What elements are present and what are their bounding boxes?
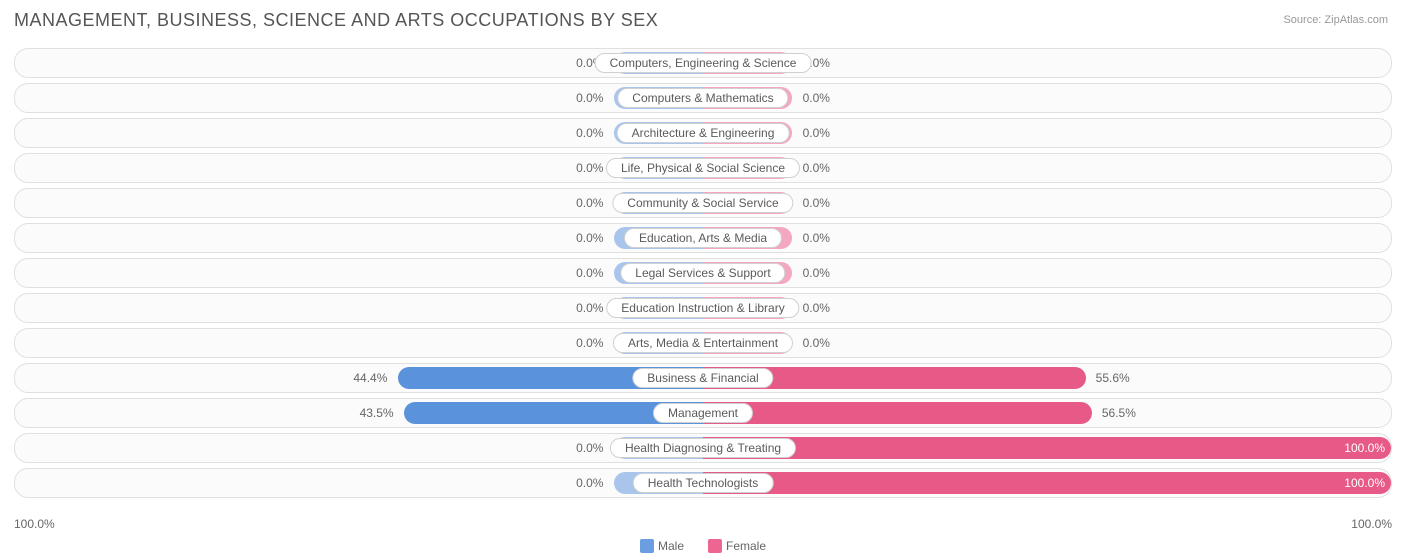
pct-female-label: 0.0% — [797, 126, 830, 140]
chart-row: Management 43.5% 56.5% — [14, 398, 1392, 428]
chart-row: Life, Physical & Social Science0.0% 0.0% — [14, 153, 1392, 183]
category-label: Education Instruction & Library — [606, 298, 799, 318]
chart-area: Computers, Engineering & Science0.0%0.0%… — [14, 48, 1392, 509]
chart-row: Community & Social Service0.0%0.0% — [14, 188, 1392, 218]
category-label: Community & Social Service — [612, 193, 793, 213]
pct-female-label: 100.0% — [1344, 441, 1385, 455]
category-label: Health Technologists — [633, 473, 774, 493]
chart-title: MANAGEMENT, BUSINESS, SCIENCE AND ARTS O… — [0, 0, 1406, 31]
pct-male-label: 0.0% — [576, 336, 609, 350]
category-label: Management — [653, 403, 753, 423]
pct-male-label: 0.0% — [576, 91, 609, 105]
pct-male-label: 0.0% — [576, 196, 609, 210]
chart-row: Business & Financial 44.4% 55.6% — [14, 363, 1392, 393]
legend-swatch-female — [708, 539, 722, 553]
pct-male-label: 0.0% — [576, 126, 609, 140]
legend-swatch-male — [640, 539, 654, 553]
chart-row: Legal Services & Support 0.0% 0.0% — [14, 258, 1392, 288]
pct-male-label: 43.5% — [360, 406, 400, 420]
chart-row: Computers, Engineering & Science0.0%0.0% — [14, 48, 1392, 78]
source-label: Source: ZipAtlas.com — [1283, 14, 1388, 26]
pct-female-label: 56.5% — [1096, 406, 1136, 420]
category-label: Computers, Engineering & Science — [595, 53, 812, 73]
legend-label-female: Female — [726, 539, 766, 553]
pct-female-label: 0.0% — [797, 336, 830, 350]
chart-row: Arts, Media & Entertainment 0.0% 0.0% — [14, 328, 1392, 358]
pct-female-label: 0.0% — [797, 161, 830, 175]
chart-row: Health Technologists 0.0% 100.0% — [14, 468, 1392, 498]
legend-item-male: Male — [640, 539, 684, 553]
pct-male-label: 0.0% — [576, 476, 609, 490]
pct-female-label: 55.6% — [1090, 371, 1130, 385]
pct-female-label: 100.0% — [1344, 476, 1385, 490]
chart-row: Architecture & Engineering 0.0% 0.0% — [14, 118, 1392, 148]
pct-male-label: 0.0% — [576, 266, 609, 280]
bar-female — [703, 402, 1092, 424]
axis-left-label: 100.0% — [14, 517, 55, 531]
chart-row: Health Diagnosing & Treating0.0% 100.0% — [14, 433, 1392, 463]
pct-female-label: 0.0% — [797, 266, 830, 280]
pct-female-label: 0.0% — [797, 231, 830, 245]
axis-right-label: 100.0% — [1351, 517, 1392, 531]
legend-label-male: Male — [658, 539, 684, 553]
category-label: Legal Services & Support — [620, 263, 785, 283]
pct-male-label: 0.0% — [576, 161, 609, 175]
category-label: Architecture & Engineering — [617, 123, 790, 143]
x-axis: 100.0% 100.0% — [14, 517, 1392, 531]
legend: Male Female — [640, 539, 766, 553]
pct-male-label: 0.0% — [576, 441, 609, 455]
chart-row: Computers & Mathematics 0.0% 0.0% — [14, 83, 1392, 113]
category-label: Business & Financial — [632, 368, 773, 388]
pct-male-label: 0.0% — [576, 301, 609, 315]
category-label: Health Diagnosing & Treating — [610, 438, 796, 458]
pct-female-label: 0.0% — [797, 301, 830, 315]
pct-male-label: 44.4% — [353, 371, 393, 385]
category-label: Arts, Media & Entertainment — [613, 333, 793, 353]
chart-row: Education Instruction & Library0.0% 0.0% — [14, 293, 1392, 323]
chart-row: Education, Arts & Media 0.0% 0.0% — [14, 223, 1392, 253]
pct-male-label: 0.0% — [576, 231, 609, 245]
bar-female — [703, 437, 1391, 459]
category-label: Education, Arts & Media — [624, 228, 782, 248]
bar-female — [703, 472, 1391, 494]
category-label: Life, Physical & Social Science — [606, 158, 800, 178]
category-label: Computers & Mathematics — [617, 88, 788, 108]
pct-female-label: 0.0% — [797, 196, 830, 210]
pct-female-label: 0.0% — [797, 91, 830, 105]
legend-item-female: Female — [708, 539, 766, 553]
